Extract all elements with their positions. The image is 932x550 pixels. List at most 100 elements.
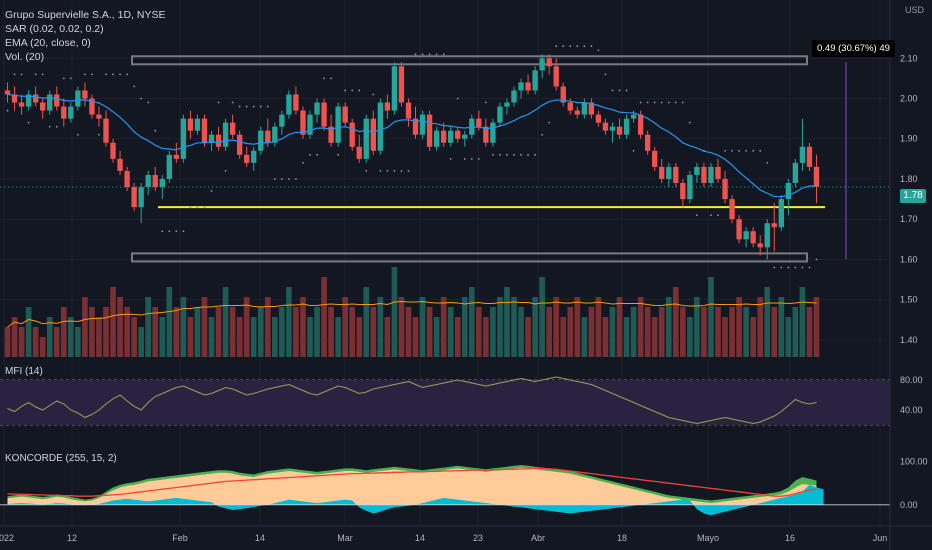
support-zone — [131, 252, 808, 263]
candle-body — [384, 102, 391, 111]
candle-body — [321, 102, 327, 127]
sar-dot — [76, 133, 79, 136]
sar-dot — [133, 85, 136, 88]
sar-dot — [759, 149, 762, 152]
price-axis[interactable]: 2.10 2.00 1.90 1.80 1.70 1.60 1.50 1.40 80.00 40.… — [889, 0, 928, 550]
volume-bar — [180, 297, 187, 357]
candle-body — [771, 223, 777, 228]
candle-body — [546, 58, 552, 67]
time-tick-label: Feb — [172, 533, 188, 543]
volume-bar — [11, 317, 18, 357]
sar-dot — [681, 101, 684, 104]
volume-bar — [665, 297, 672, 357]
overlay-lines — [6, 45, 818, 269]
candle-body — [166, 154, 172, 179]
candle-body — [152, 174, 158, 188]
volume-bar — [574, 297, 581, 357]
volume-bar — [412, 317, 419, 357]
sar-dot — [48, 125, 51, 128]
mfi-band — [0, 380, 890, 425]
volume-bar — [279, 307, 285, 357]
koncorde-tick-label: 100.00 — [900, 457, 928, 467]
volume-bar — [377, 297, 384, 357]
candle-body — [265, 130, 271, 143]
sar-dot — [238, 105, 241, 108]
candle-body — [743, 231, 749, 240]
volume-bar — [194, 307, 201, 357]
candle-body — [258, 130, 264, 151]
sar-dot — [34, 73, 37, 76]
volume-bar — [314, 307, 320, 357]
candle-body — [356, 146, 362, 159]
volume-bar — [778, 297, 785, 357]
candle-body — [616, 126, 623, 135]
time-tick-label: Jun — [873, 533, 888, 543]
sar-dot — [182, 230, 185, 233]
sar-dot — [442, 53, 445, 56]
sar-dot — [119, 73, 121, 76]
time-tick-label: 2022 — [0, 533, 14, 543]
sar-dot — [506, 153, 508, 156]
candle-body — [194, 118, 201, 131]
volume-bar — [672, 287, 679, 357]
measure-tooltip: 0.49 (30.67%) 49 — [812, 40, 895, 57]
volume-bar — [785, 317, 792, 357]
candle-body — [307, 114, 313, 135]
sar-dot — [773, 266, 776, 269]
sar-dot — [801, 266, 804, 269]
candle-body — [335, 106, 341, 143]
sar-dot — [491, 153, 494, 156]
candle-body — [525, 82, 531, 91]
time-tick-label: Abr — [531, 533, 545, 543]
volume-bar — [300, 297, 306, 357]
volume-bar — [708, 277, 714, 357]
time-tick-label: 23 — [473, 533, 483, 543]
volume-bar — [46, 317, 53, 357]
volume-bar — [131, 317, 137, 357]
sar-dot — [449, 157, 452, 160]
sar-dot — [738, 149, 741, 152]
candle-body — [652, 150, 658, 167]
volume-bar — [658, 307, 665, 357]
sar-dot — [625, 89, 628, 92]
price-tick-label: 2.00 — [900, 94, 918, 104]
mfi-line — [7, 376, 817, 425]
volume-bar — [546, 307, 552, 357]
sar-dot — [126, 73, 129, 76]
candle-body — [363, 118, 369, 159]
candle-body — [405, 102, 412, 119]
sar-dot — [358, 89, 361, 92]
volume-bar — [454, 317, 461, 357]
sar-dot — [62, 77, 65, 80]
volume-bar — [82, 297, 88, 357]
volume-bar — [236, 317, 243, 357]
volume-bar — [68, 317, 74, 357]
volume-bar — [152, 307, 159, 357]
candle-body — [680, 182, 686, 200]
sar-dot — [590, 45, 593, 48]
volume-bar — [96, 317, 102, 357]
sar-dot — [365, 170, 368, 172]
sar-dot — [484, 101, 487, 104]
volume-bar — [447, 307, 454, 357]
volume-bar — [623, 317, 630, 357]
volume-bar — [25, 307, 32, 357]
price-tick-label: 1.90 — [900, 134, 918, 144]
sar-dot — [316, 153, 318, 156]
sar-dot — [252, 105, 255, 108]
sar-dot — [337, 153, 340, 156]
time-axis[interactable]: 2022 12 Feb 14 Mar 14 23 Abr 18 Mayo 16 Jun — [0, 525, 932, 543]
koncorde-blue-area — [7, 484, 824, 516]
sar-dot — [83, 73, 86, 76]
sar-dot — [618, 89, 621, 92]
volume-bar — [370, 307, 377, 357]
candle-body — [490, 122, 496, 143]
candle-body — [764, 223, 770, 248]
candle-body — [391, 66, 398, 111]
sar-dot — [541, 133, 544, 136]
volume-bar — [187, 317, 194, 357]
volume-bar — [173, 307, 180, 357]
candle-body — [736, 219, 742, 240]
sar-dot — [646, 101, 649, 104]
